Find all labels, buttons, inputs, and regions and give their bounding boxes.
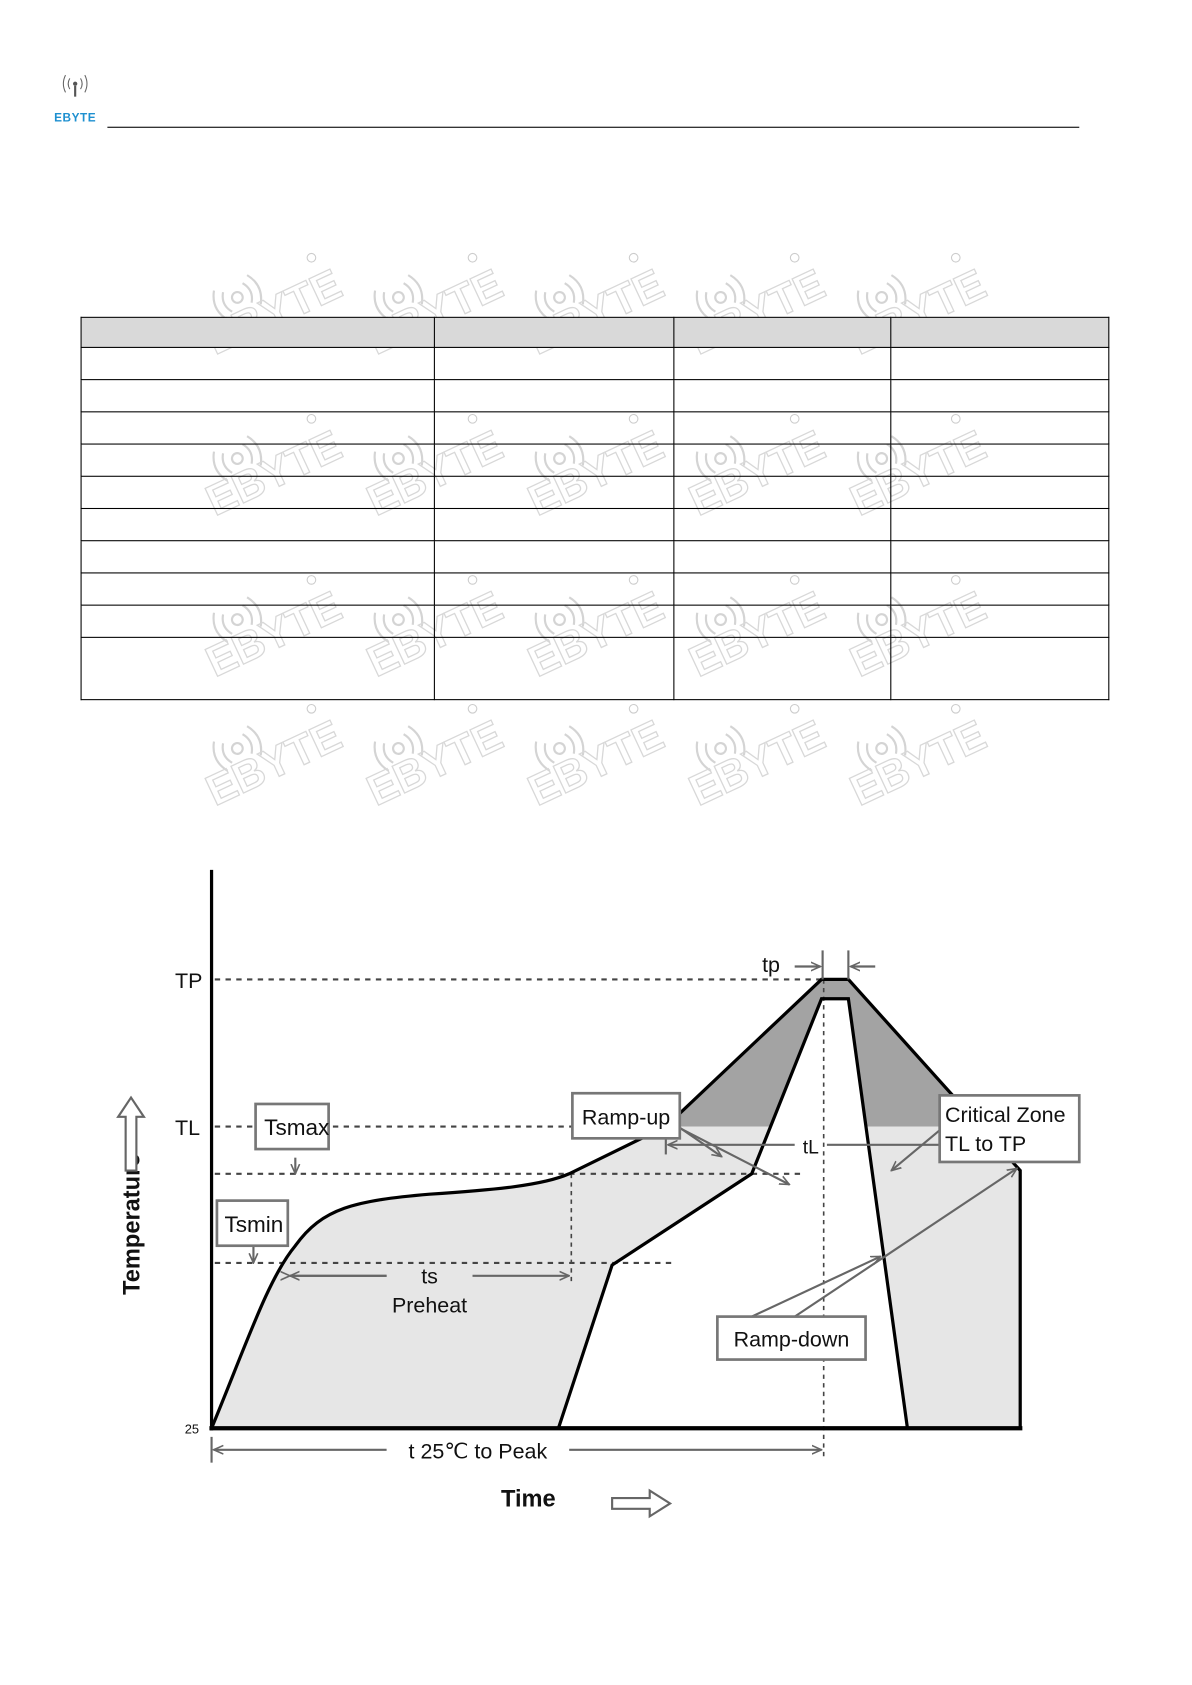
table-cell	[890, 636, 1110, 701]
ramp-down-pointer-1	[751, 1255, 881, 1318]
ramp-up-box	[571, 1091, 682, 1140]
table-cell	[80, 316, 435, 348]
table-cell	[80, 540, 435, 574]
registered-mark-icon	[789, 252, 800, 263]
table-cell	[80, 443, 435, 477]
table-row	[80, 411, 1110, 445]
ebyte-logo: EBYTE	[52, 71, 99, 127]
upper-profile-curve	[210, 977, 1022, 1429]
registered-mark-icon	[306, 703, 317, 714]
antenna-icon	[62, 74, 88, 97]
table-row	[80, 379, 1110, 413]
data-table	[80, 316, 1110, 701]
table-cell	[673, 316, 892, 348]
table-row	[80, 475, 1110, 510]
table-cell	[890, 316, 1110, 348]
table-cell	[433, 636, 675, 701]
logo-text: EBYTE	[54, 111, 97, 125]
table-cell	[673, 636, 892, 701]
ramp-down-box	[716, 1315, 867, 1361]
ts-label: ts	[421, 1264, 438, 1288]
table-cell	[433, 443, 675, 477]
x-axis-label: Time	[501, 1487, 556, 1513]
tl-level-label: TL	[175, 1116, 200, 1140]
registered-mark-icon	[950, 252, 961, 263]
table-cell	[890, 443, 1110, 477]
tsmin-box	[215, 1199, 290, 1248]
tp-level-label: TP	[175, 969, 202, 993]
table-cell	[80, 636, 435, 701]
table-cell	[433, 346, 675, 381]
table-cell	[673, 411, 892, 445]
table-cell	[433, 604, 675, 638]
ramp-down-pointer-2	[794, 1168, 1017, 1318]
table-cell	[80, 346, 435, 381]
table-row	[80, 636, 1110, 701]
registered-mark-icon	[467, 252, 478, 263]
critical-zone-box	[938, 1094, 1081, 1164]
ramp-up-pointer-2	[678, 1126, 790, 1186]
registered-mark-icon	[789, 703, 800, 714]
t-to-peak-label: t 25℃ to Peak	[409, 1439, 548, 1463]
table-cell	[890, 346, 1110, 381]
table-cell	[80, 379, 435, 413]
table-cell	[673, 443, 892, 477]
table-cell	[433, 507, 675, 542]
ramp-down-label: Ramp-down	[734, 1328, 850, 1352]
ramp-up-label: Ramp-up	[582, 1105, 670, 1129]
critical-zone-area	[665, 979, 981, 1127]
table-cell	[673, 346, 892, 381]
y-axis-arrow-icon	[116, 1095, 146, 1172]
table-row	[80, 346, 1110, 381]
registered-mark-icon	[628, 252, 639, 263]
table-cell	[890, 540, 1110, 574]
table-row	[80, 443, 1110, 477]
base-value-label: 25	[185, 1422, 199, 1437]
tsmax-label: Tsmax	[264, 1115, 330, 1140]
table-cell	[80, 604, 435, 638]
table-cell	[80, 411, 435, 445]
y-axis-label: Temperature	[120, 1154, 146, 1295]
critical-zone-label-1: Critical Zone	[945, 1103, 1066, 1127]
process-window-area	[211, 979, 1021, 1429]
table-header-row	[80, 316, 1110, 348]
registered-mark-icon	[306, 252, 317, 263]
table-row	[80, 572, 1110, 606]
table-row	[80, 507, 1110, 542]
table-cell	[890, 572, 1110, 606]
tp-time-label: tp	[762, 953, 780, 977]
critical-zone-pointer	[891, 1126, 944, 1171]
tsmax-box	[254, 1102, 330, 1151]
tsmin-label: Tsmin	[224, 1212, 283, 1237]
registered-mark-icon	[467, 703, 478, 714]
registered-mark-icon	[628, 703, 639, 714]
table-cell	[890, 475, 1110, 510]
preheat-label: Preheat	[392, 1293, 467, 1317]
table-row	[80, 604, 1110, 638]
table-cell	[433, 540, 675, 574]
x-axis-arrow-icon	[611, 1488, 673, 1519]
table-cell	[433, 475, 675, 510]
table-cell	[433, 316, 675, 348]
registered-mark-icon	[950, 703, 961, 714]
table-row	[80, 540, 1110, 574]
table-cell	[673, 540, 892, 574]
critical-zone-label-2: TL to TP	[945, 1132, 1026, 1156]
header-rule	[107, 126, 1080, 128]
tl-time-label: tL	[803, 1137, 819, 1158]
lower-profile-curve	[556, 997, 910, 1429]
table-cell	[890, 507, 1110, 542]
table-cell	[80, 475, 435, 510]
